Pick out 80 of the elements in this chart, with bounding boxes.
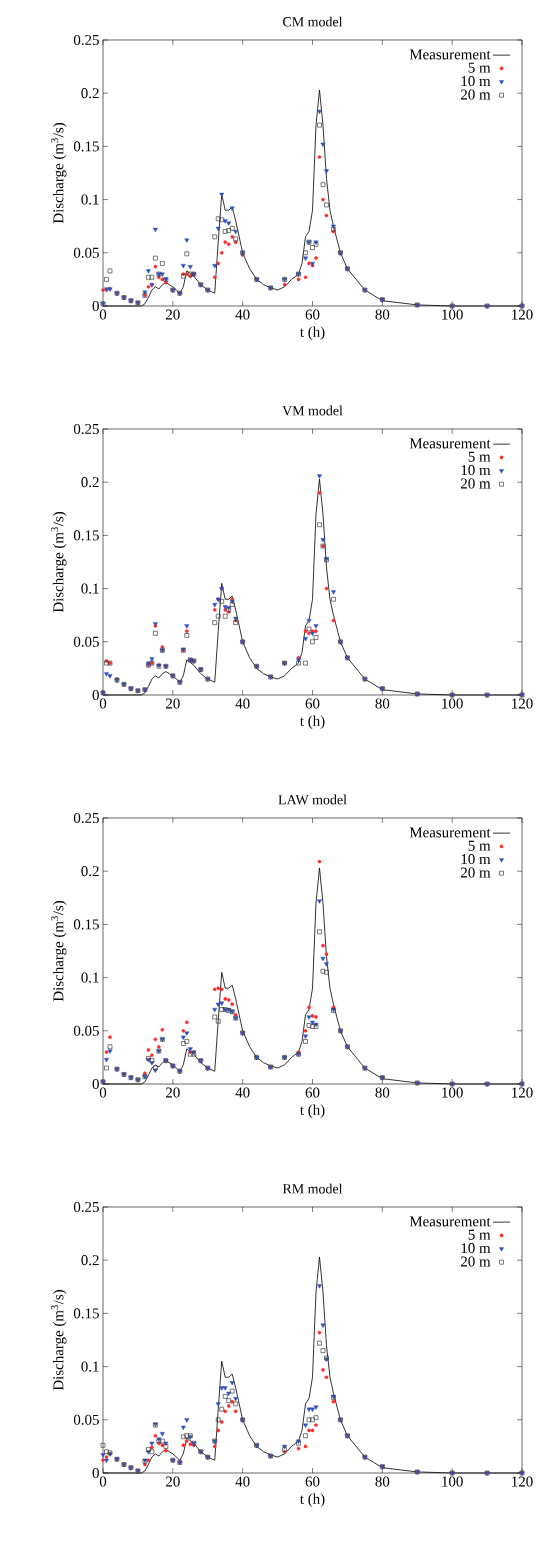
x-tick-label: 20 — [166, 1087, 180, 1098]
y-tick-label: 0.2 — [81, 88, 99, 99]
y-tick-label: 0 — [92, 300, 99, 312]
x-tick-label: 100 — [442, 1087, 463, 1098]
y-tick-label: 0.2 — [81, 1255, 99, 1266]
x-tick-label: 60 — [305, 1087, 320, 1098]
y-tick-label: 0.25 — [73, 812, 99, 824]
y-tick-label: 0.2 — [81, 477, 99, 488]
legend-label: 10 m — [461, 76, 491, 87]
x-axis-title: t (h) — [299, 715, 325, 729]
y-axis-title: Discharge (m$^{3}$/s) — [51, 901, 67, 1002]
x-tick-label: 100 — [442, 698, 463, 709]
y-tick-label: 0.15 — [73, 141, 99, 152]
x-tick-label: 80 — [375, 698, 390, 709]
x-tick-label: 20 — [166, 1476, 180, 1487]
legend-label: 10 m — [461, 854, 491, 865]
y-tick-label: 0.1 — [81, 583, 99, 594]
x-tick-label: 40 — [235, 1087, 250, 1098]
x-tick-label: 0 — [99, 698, 107, 709]
x-tick-label: 40 — [235, 309, 250, 320]
y-tick-label: 0 — [92, 1078, 99, 1090]
legend-label: 5 m — [468, 840, 491, 851]
legend-label: 5 m — [468, 451, 491, 462]
y-tick-label: 0.15 — [73, 1308, 99, 1319]
y-tick-label: 0.05 — [73, 1414, 99, 1425]
x-tick-label: 120 — [512, 1476, 533, 1487]
x-tick-label: 60 — [305, 698, 320, 709]
x-axis-title: t (h) — [299, 326, 325, 340]
y-tick-label: 0 — [92, 689, 99, 701]
x-tick-label: 80 — [375, 1087, 390, 1098]
y-tick-label: 0.05 — [73, 1025, 99, 1036]
x-tick-label: 0 — [99, 309, 107, 320]
legend-label: 20 m — [460, 867, 491, 878]
y-tick-label: 0.15 — [73, 919, 99, 930]
x-tick-label: 120 — [512, 698, 533, 709]
legend-label: 20 m — [460, 1256, 491, 1267]
x-tick-label: 0 — [99, 1476, 107, 1487]
y-tick-label: 0 — [92, 1467, 99, 1479]
legend-label: 20 m — [460, 89, 491, 100]
y-tick-label: 0.05 — [73, 636, 99, 647]
legend-label: Measurement — [409, 49, 491, 60]
legend-label: 5 m — [468, 62, 491, 73]
y-tick-label: 0.15 — [73, 530, 99, 541]
chart-title: VM model — [282, 405, 343, 416]
x-tick-label: 20 — [166, 309, 180, 320]
x-axis-title: t (h) — [299, 1493, 325, 1507]
chart-title: RM model — [282, 1183, 343, 1194]
legend-label: Measurement — [409, 438, 491, 449]
legend-label: 10 m — [461, 465, 491, 476]
legend-label: Measurement — [409, 1216, 491, 1227]
y-tick-label: 0.25 — [73, 423, 99, 435]
chart-title: LAW model — [278, 794, 347, 805]
x-tick-label: 80 — [375, 1476, 390, 1487]
y-tick-label: 0.1 — [81, 1361, 99, 1372]
x-axis-title: t (h) — [299, 1104, 325, 1118]
legend-label: Measurement — [409, 827, 491, 838]
legend-label: 10 m — [461, 1243, 491, 1254]
y-tick-label: 0.1 — [81, 194, 99, 205]
x-tick-label: 60 — [305, 309, 320, 320]
x-tick-label: 100 — [442, 1476, 463, 1487]
x-tick-label: 20 — [166, 698, 180, 709]
y-axis-title: Discharge (m$^{3}$/s) — [51, 1290, 67, 1391]
y-tick-label: 0.25 — [73, 34, 99, 46]
x-tick-label: 40 — [235, 698, 250, 709]
x-tick-label: 0 — [99, 1087, 107, 1098]
x-tick-label: 120 — [512, 309, 533, 320]
x-tick-label: 100 — [442, 309, 463, 320]
legend-label: 5 m — [468, 1229, 491, 1240]
y-axis-title: Discharge (m$^{3}$/s) — [51, 122, 67, 224]
y-tick-label: 0.25 — [73, 1201, 99, 1213]
x-tick-label: 80 — [375, 309, 390, 320]
legend-label: 20 m — [460, 478, 491, 489]
chart-title: CM model — [283, 16, 343, 27]
x-tick-label: 40 — [235, 1476, 250, 1487]
y-axis-title: Discharge (m$^{3}$/s) — [51, 511, 67, 613]
y-tick-label: 0.2 — [81, 866, 99, 877]
y-tick-label: 0.1 — [81, 972, 99, 983]
x-tick-label: 120 — [512, 1087, 533, 1098]
y-tick-label: 0.05 — [73, 247, 99, 258]
x-tick-label: 60 — [305, 1476, 320, 1487]
